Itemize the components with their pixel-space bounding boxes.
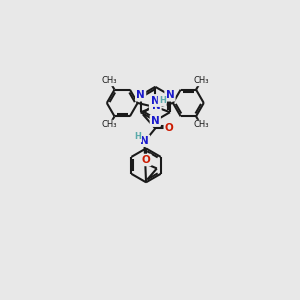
Text: H: H [150, 95, 157, 104]
Text: N: N [151, 96, 160, 106]
Text: H: H [153, 95, 160, 104]
Text: CH₃: CH₃ [193, 76, 209, 85]
Text: O: O [165, 123, 173, 134]
Text: CH₃: CH₃ [102, 76, 117, 85]
Text: O: O [142, 155, 150, 165]
Text: N: N [151, 116, 160, 126]
Text: N: N [166, 90, 174, 100]
Text: N: N [150, 101, 159, 111]
Text: CH₃: CH₃ [102, 121, 117, 130]
Text: H: H [134, 132, 141, 141]
Text: N: N [136, 90, 145, 100]
Text: N: N [140, 136, 149, 146]
Text: CH₃: CH₃ [193, 121, 209, 130]
Text: H: H [159, 96, 166, 105]
Text: N: N [152, 101, 160, 111]
